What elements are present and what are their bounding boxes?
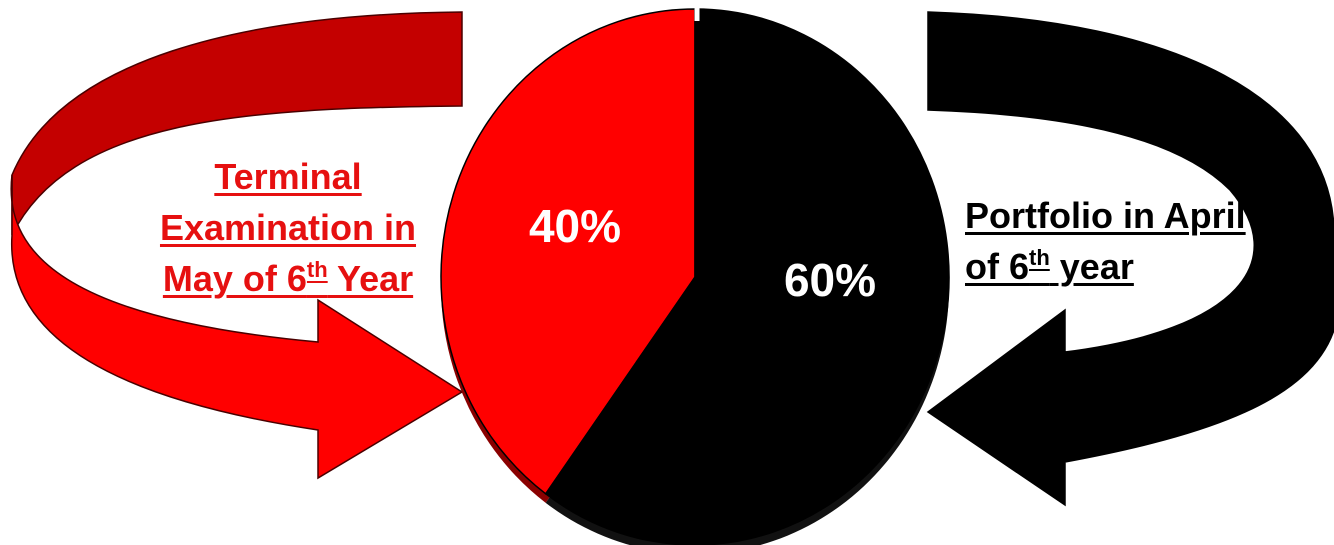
left-curved-arrow xyxy=(10,11,464,480)
left-callout-line-3-pre: May of 6 xyxy=(162,258,307,299)
pie-slice-1 xyxy=(440,8,696,495)
right-callout-ordinal: th xyxy=(1029,245,1050,270)
left-callout-line-1: Terminal xyxy=(214,156,362,197)
right-callout-line-1: Portfolio in April xyxy=(965,195,1246,236)
right-callout-line-2-pre: of 6 xyxy=(965,246,1030,287)
pie-slice-2 xyxy=(544,8,950,545)
pie-slice-label-1: 40% xyxy=(529,200,621,252)
right-callout-label: Portfolio in April of 6th year xyxy=(965,190,1305,292)
left-callout-line-2: Examination in xyxy=(159,207,417,248)
pie-slice-label-2: 60% xyxy=(784,254,876,306)
right-callout-line-2: of 6th year xyxy=(965,241,1305,292)
left-callout-label: Terminal Examination in May of 6th Year xyxy=(118,151,458,304)
left-callout-line-3-post: Year xyxy=(327,258,414,299)
pie: 40% 60% xyxy=(440,7,950,545)
right-callout-line-2-post: year xyxy=(1049,246,1134,287)
left-callout-line-3: May of 6th Year xyxy=(118,253,458,304)
right-curved-arrow xyxy=(926,11,1334,507)
right-arrow-body xyxy=(926,11,1334,507)
left-arrow-body xyxy=(10,174,464,480)
left-callout-ordinal: th xyxy=(306,257,328,282)
